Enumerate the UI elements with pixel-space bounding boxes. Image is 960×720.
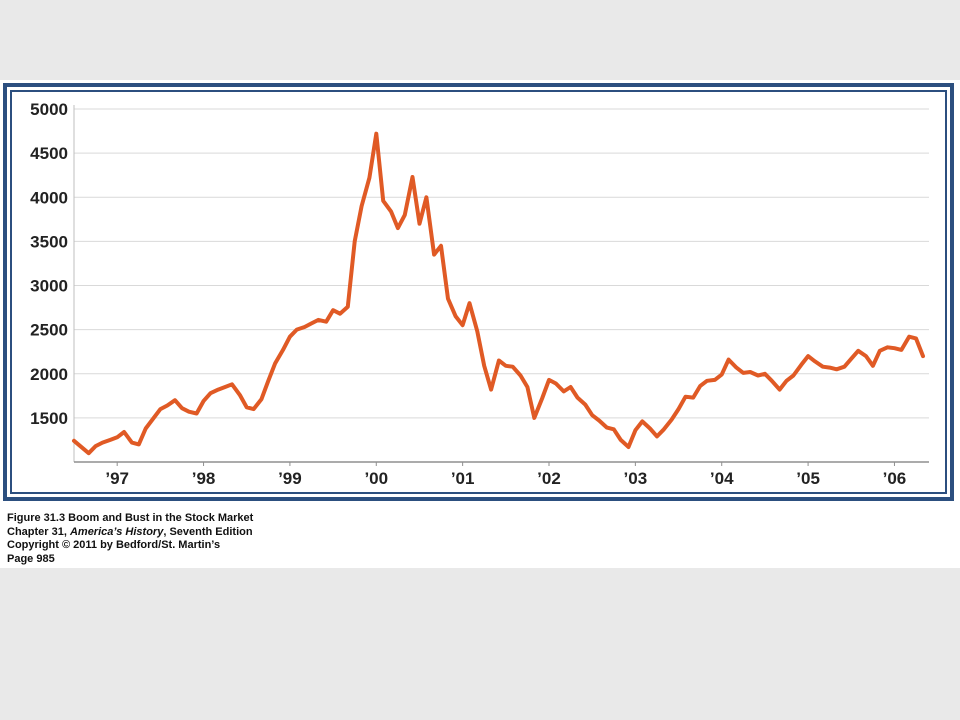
y-tick-label: 4000: [30, 188, 68, 207]
y-tick-label: 3000: [30, 277, 68, 296]
y-tick-label: 4500: [30, 144, 68, 163]
x-tick-label: ’99: [278, 469, 302, 488]
x-tick-label: ’04: [710, 469, 734, 488]
series-layer: [72, 131, 925, 456]
caption-page: Page 985: [7, 552, 55, 565]
caption-chapter: Chapter 31, America’s History, Seventh E…: [7, 525, 253, 538]
x-tick-labels: ’97 ’98 ’99 ’00 ’01 ’02 ’03 ’04 ’05 ’06: [105, 469, 906, 488]
series-line: [72, 131, 925, 456]
y-tick-label: 5000: [30, 100, 68, 119]
x-tick-label: ’03: [624, 469, 648, 488]
y-tick-label: 3500: [30, 232, 68, 251]
x-tick-label: ’97: [105, 469, 129, 488]
x-tick-label: ’00: [364, 469, 388, 488]
y-tick-labels: 1500 2000 2500 3000 3500 4000 4500 5000: [30, 100, 68, 428]
x-tick-label: ’02: [537, 469, 561, 488]
caption-title: Figure 31.3 Boom and Bust in the Stock M…: [7, 512, 254, 524]
y-tick-label: 2500: [30, 321, 68, 340]
x-tick-label: ’98: [192, 469, 216, 488]
axes: [73, 105, 929, 466]
plot-area: 1500 2000 2500 3000 3500 4000 4500 5000 ’97’98’…: [12, 92, 945, 492]
x-tick-label: ’06: [883, 469, 907, 488]
y-tick-label: 2000: [30, 365, 68, 384]
x-tick-label: ’05: [796, 469, 820, 488]
slide: 1500 2000 2500 3000 3500 4000 4500 5000 ’97’98’…: [0, 80, 960, 568]
caption-book-title: America’s History: [69, 525, 164, 538]
y-tick-label: 1500: [30, 409, 68, 428]
chart-frame: 1500 2000 2500 3000 3500 4000 4500 5000 ’97’98’…: [3, 83, 954, 501]
grid-lines: [74, 108, 929, 419]
figure-caption: Figure 31.3 Boom and Bust in the Stock M…: [7, 512, 253, 566]
caption-copyright: Copyright © 2011 by Bedford/St. Martin’s: [7, 539, 221, 551]
x-tick-label: ’01: [451, 469, 475, 488]
